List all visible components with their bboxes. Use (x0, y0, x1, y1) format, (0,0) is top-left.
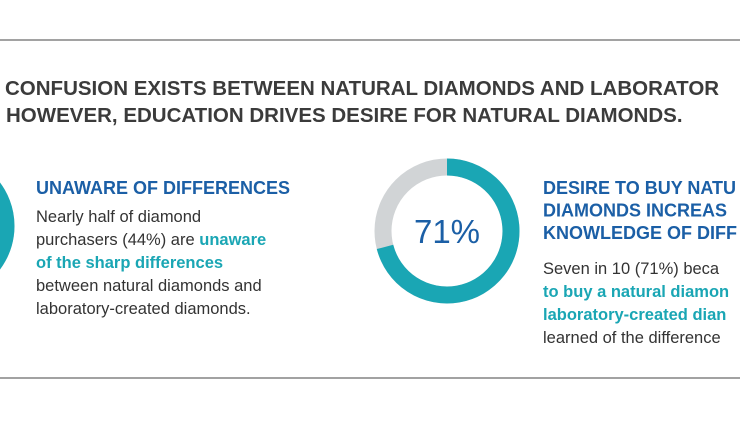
body-text: purchasers (44%) are (36, 231, 199, 249)
body-text: learned of the difference (543, 329, 721, 347)
body-line: laboratory-created diamonds. (36, 300, 251, 318)
body-line: Nearly half of diamond (36, 208, 201, 226)
highlight-text: to buy a natural diamon (543, 283, 729, 301)
highlight-text: of the sharp differences (36, 254, 223, 272)
section-heading: UNAWARE OF DIFFERENCES (36, 178, 290, 198)
body-text: laboratory-created diamonds. (36, 300, 251, 318)
body-text: between natural diamonds and (36, 277, 262, 295)
headline-line: CONFUSION EXISTS BETWEEN NATURAL DIAMOND… (5, 77, 719, 100)
body-line: Seven in 10 (71%) beca (543, 260, 720, 278)
body-line: between natural diamonds and (36, 277, 262, 295)
body-line: purchasers (44%) are unaware (36, 231, 266, 249)
body-line: of the sharp differences (36, 254, 223, 272)
section-heading: DIAMONDS INCREAS (543, 201, 727, 221)
highlight-text: laboratory-created dian (543, 306, 726, 324)
body-text: Seven in 10 (71%) beca (543, 260, 720, 278)
body-text: Nearly half of diamond (36, 208, 201, 226)
section-heading: KNOWLEDGE OF DIFF (543, 223, 737, 243)
donut-arc (376, 158, 520, 304)
donut-label: 71% (414, 213, 480, 250)
highlight-text: unaware (199, 231, 266, 249)
body-line: laboratory-created dian (543, 306, 726, 324)
headline-line: HOWEVER, EDUCATION DRIVES DESIRE FOR NAT… (6, 104, 683, 127)
section-heading: DESIRE TO BUY NATU (543, 178, 736, 198)
body-line: learned of the difference (543, 329, 721, 347)
donut-arc (0, 182, 15, 270)
body-line: to buy a natural diamon (543, 283, 729, 301)
